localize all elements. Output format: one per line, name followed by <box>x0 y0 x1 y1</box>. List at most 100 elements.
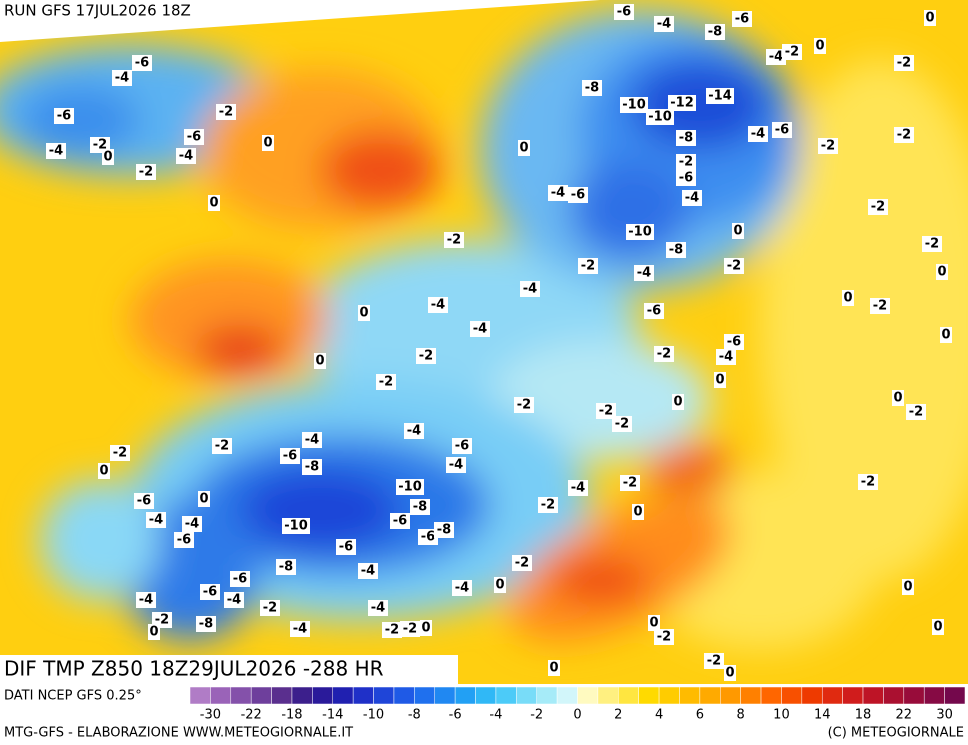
contour-label: -2 <box>419 349 433 364</box>
contour-label: 0 <box>199 492 208 507</box>
contour-label: 0 <box>815 39 824 54</box>
color-swatch <box>434 686 456 705</box>
contour-label-box <box>724 334 744 350</box>
contour-label-box <box>276 559 296 575</box>
contour-label-box <box>620 475 640 491</box>
contour-label: -8 <box>679 131 693 146</box>
contour-label: -8 <box>669 243 683 258</box>
contour-label: -4 <box>637 266 651 281</box>
contour-label: 0 <box>893 391 902 406</box>
contour-label: 0 <box>421 621 430 636</box>
color-bar-label: 0 <box>573 708 581 723</box>
contour-label-box <box>772 122 792 138</box>
color-swatch <box>699 686 721 705</box>
contour-label: -4 <box>49 144 63 159</box>
contour-label: -6 <box>455 439 469 454</box>
contour-label-box <box>446 457 466 473</box>
contour-label-box <box>404 423 424 439</box>
contour-label: -2 <box>657 630 671 645</box>
contour-label: 0 <box>673 395 682 410</box>
contour-label-box <box>336 539 356 555</box>
contour-label-box <box>428 297 448 313</box>
color-swatch <box>638 686 660 705</box>
contour-label: -4 <box>227 593 241 608</box>
contour-label: -2 <box>93 138 107 153</box>
contour-label-box <box>548 660 560 676</box>
color-bar-label: -14 <box>322 708 343 723</box>
contour-label: -2 <box>541 498 555 513</box>
contour-label: -6 <box>775 123 789 138</box>
contour-label: -8 <box>279 560 293 575</box>
contour-label: -6 <box>679 171 693 186</box>
contour-label: -2 <box>139 165 153 180</box>
color-swatch <box>760 686 782 705</box>
contour-label-box <box>200 584 220 600</box>
color-swatch <box>352 686 374 705</box>
contour-label-box <box>420 620 432 636</box>
contour-label-box <box>282 518 310 534</box>
contour-label-box <box>654 16 674 32</box>
color-swatch <box>597 686 619 705</box>
contour-label-box <box>868 199 888 215</box>
contour-label-box <box>262 135 274 151</box>
contour-label: -2 <box>113 446 127 461</box>
contour-label-box <box>452 438 472 454</box>
contour-label-box <box>892 390 904 406</box>
color-bar-label: 22 <box>896 708 913 723</box>
contour-label: -2 <box>871 200 885 215</box>
contour-label-box <box>682 190 702 206</box>
contour-label: -6 <box>735 12 749 27</box>
contour-label: -4 <box>179 149 193 164</box>
contour-label: 0 <box>99 464 108 479</box>
contour-label-box <box>922 236 942 252</box>
contour-label: -4 <box>719 350 733 365</box>
contour-label: -10 <box>648 110 672 125</box>
contour-label-box <box>390 513 410 529</box>
contour-label-box <box>626 224 654 240</box>
contour-label: 0 <box>715 373 724 388</box>
contour-label-box <box>676 154 696 170</box>
color-bar-label: 10 <box>773 708 790 723</box>
color-swatch <box>658 686 680 705</box>
contour-label: -4 <box>115 71 129 86</box>
contour-label: -4 <box>551 186 565 201</box>
contour-label: 0 <box>103 150 112 165</box>
contour-label-box <box>568 187 588 203</box>
contour-label: -2 <box>861 475 875 490</box>
color-swatch <box>271 686 293 705</box>
contour-label: -4 <box>685 191 699 206</box>
contour-label: -4 <box>473 322 487 337</box>
contour-label-box <box>548 185 568 201</box>
contour-label: -2 <box>599 404 613 419</box>
contour-label-box <box>632 504 644 520</box>
contour-label: -2 <box>215 439 229 454</box>
contour-label: -4 <box>305 433 319 448</box>
contour-label: -6 <box>233 572 247 587</box>
contour-label-box <box>818 138 838 154</box>
contour-label: -2 <box>615 417 629 432</box>
contour-label: 0 <box>725 666 734 681</box>
contour-label-box <box>578 258 598 274</box>
contour-label-box <box>706 88 734 104</box>
contour-label: 0 <box>149 625 158 640</box>
contour-label-box <box>724 258 744 274</box>
contour-label-box <box>230 571 250 587</box>
contour-label-box <box>196 616 216 632</box>
contour-label: -6 <box>137 494 151 509</box>
map-title: DIF TMP Z850 18Z29JUL2026 -288 HR <box>4 657 384 681</box>
contour-label: -6 <box>647 304 661 319</box>
color-swatch <box>679 686 701 705</box>
contour-label-box <box>932 619 944 635</box>
contour-label: -4 <box>657 17 671 32</box>
contour-label-box <box>705 24 725 40</box>
color-bar-label: -4 <box>489 708 502 723</box>
color-bar: -30 -22 -18 -14 -10 -8 -6 -4 -2 0 2 4 6 8 10 14 18 22 30 <box>189 686 966 723</box>
color-bar-label: -10 <box>363 708 384 723</box>
contour-label-box <box>648 615 660 631</box>
contour-label: -4 <box>293 622 307 637</box>
contour-label-box <box>514 397 534 413</box>
contour-label-box <box>368 600 388 616</box>
contour-label: -4 <box>361 564 375 579</box>
contour-label: -6 <box>135 56 149 71</box>
contour-label: -2 <box>707 654 721 669</box>
